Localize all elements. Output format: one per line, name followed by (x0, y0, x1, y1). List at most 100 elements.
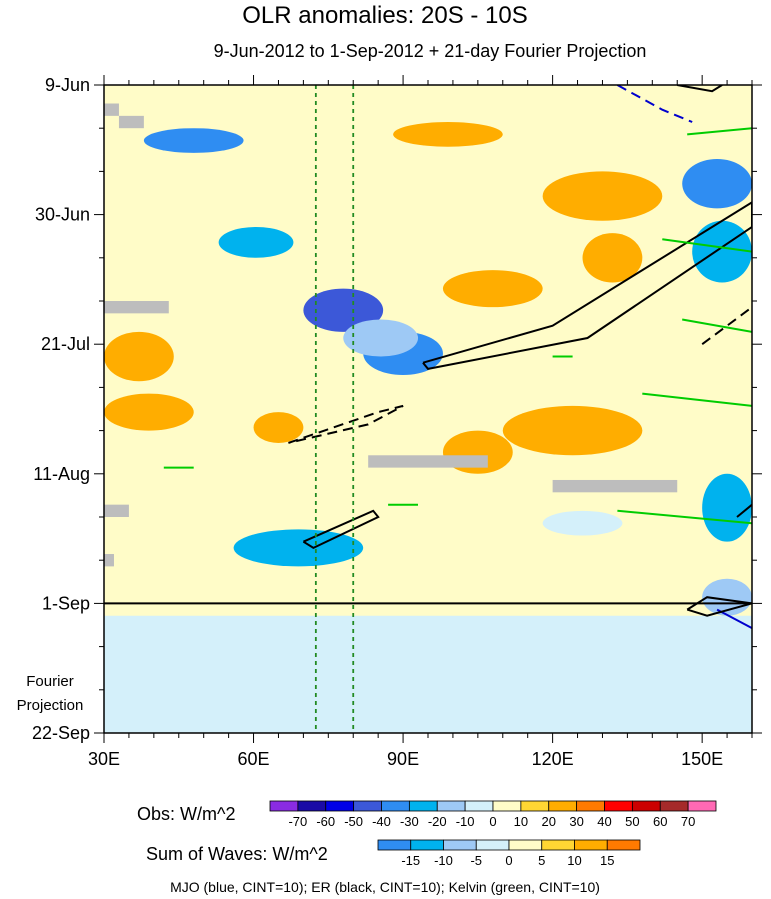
axes: 30E 60E 90E 120E 150E 9-Jun 30-Jun 21-Jul 11-Aug… (32, 75, 762, 769)
y-tick-label-4: 1-Sep (42, 593, 90, 613)
projection-label-line1: Fourier (26, 673, 74, 690)
anomaly-region-13 (393, 122, 503, 147)
anomaly-region-2 (303, 288, 384, 332)
anomaly-region-19 (442, 270, 543, 308)
waves-colorbar-swatch-0 (377, 839, 412, 851)
anomaly-region-18 (582, 233, 643, 283)
obs-colorbar-label-4: -30 (400, 814, 419, 829)
obs-colorbar-label-11: 40 (597, 814, 611, 829)
waves-colorbar-swatch-3 (475, 839, 510, 851)
obs-colorbar-swatch-13 (631, 800, 661, 812)
anomaly-region-20 (253, 412, 304, 443)
kelvin-contour-12 (642, 392, 752, 407)
obs-colorbar-swatch-0 (269, 800, 299, 812)
obs-colorbar-label-5: -20 (428, 814, 447, 829)
anomaly-region-15 (104, 393, 194, 431)
chart-subtitle: 9-Jun-2012 to 1-Sep-2012 + 21-day Fourie… (214, 41, 647, 61)
colorbars: -70 -60 -50 -40 -30 -20 -10 0 10 20 30 40 50 60 70-15-… (269, 800, 717, 868)
obs-colorbar-swatch-15 (687, 800, 717, 812)
y-tick-label-3: 11-Aug (33, 464, 90, 484)
mjo-contour-0 (616, 85, 693, 123)
obs-colorbar-swatch-3 (353, 800, 382, 812)
obs-colorbar-swatch-2 (325, 800, 355, 812)
anomaly-region-14 (104, 331, 174, 382)
mjo-contour-1 (716, 608, 752, 629)
obs-colorbar-label-2: -50 (344, 814, 363, 829)
anomaly-region-12 (542, 171, 663, 221)
missing-data-0 (104, 103, 119, 116)
waves-colorbar-swatch-5 (541, 839, 575, 851)
anomaly-region-9 (702, 473, 752, 542)
waves-colorbar-swatch-2 (443, 839, 477, 851)
chart-title: OLR anomalies: 20S - 10S (242, 2, 527, 29)
obs-colorbar-label-1: -60 (316, 814, 335, 829)
obs-colorbar-swatch-11 (576, 800, 605, 812)
er-contour-4 (701, 306, 752, 346)
waves-colorbar-swatch-6 (574, 839, 608, 851)
y-tick-label-0: 9-Jun (45, 75, 90, 95)
x-tick-label-1: 60E (238, 749, 270, 769)
anomaly-region-11 (104, 615, 752, 733)
anomaly-region-4 (343, 319, 419, 357)
obs-colorbar-swatch-4 (381, 800, 410, 812)
waves-colorbar-label-0: -15 (401, 853, 420, 868)
er-contour-3 (288, 404, 404, 444)
missing-data-2 (104, 301, 169, 314)
y-tick-label-5: 22-Sep (32, 723, 90, 743)
obs-colorbar-swatch-6 (436, 800, 466, 812)
wave-legend-text: MJO (blue, CINT=10); ER (black, CINT=10)… (170, 879, 600, 895)
obs-colorbar-label-10: 30 (569, 814, 583, 829)
obs-colorbar-swatch-7 (464, 800, 494, 812)
anomaly-region-5 (233, 529, 364, 567)
waves-colorbar-label-3: 0 (505, 853, 512, 868)
obs-colorbar-label-6: -10 (456, 814, 475, 829)
anomaly-region-6 (542, 510, 623, 536)
anomaly-region-7 (682, 159, 752, 209)
obs-colorbar-label-7: 0 (489, 814, 496, 829)
waves-colorbar-label-2: -5 (470, 853, 482, 868)
er-contour-2 (422, 201, 752, 370)
waves-colorbar-swatch-4 (508, 839, 543, 851)
anomaly-region-8 (692, 220, 752, 283)
plot-area (104, 85, 752, 733)
obs-colorbar-label-3: -40 (372, 814, 391, 829)
er-contour-5 (302, 509, 380, 550)
obs-colorbar-swatch-9 (520, 800, 550, 812)
waves-colorbar-label-6: 15 (600, 853, 614, 868)
kelvin-contour-10 (662, 238, 752, 253)
projection-label-line2: Projection (17, 697, 84, 714)
y-tick-label-1: 30-Jun (35, 205, 90, 225)
obs-colorbar-swatch-5 (408, 800, 438, 812)
missing-data-1 (118, 115, 144, 129)
obs-colorbar-swatch-1 (297, 800, 327, 812)
kelvin-contour-13 (617, 509, 752, 525)
missing-data-6 (104, 554, 114, 567)
obs-colorbar-label-8: 10 (514, 814, 528, 829)
obs-colorbar-title: Obs: W/m^2 (137, 804, 235, 824)
kelvin-contour-9 (687, 127, 752, 136)
obs-colorbar-swatch-8 (492, 800, 522, 812)
er-contour-7 (686, 596, 752, 617)
obs-colorbar-swatch-14 (659, 800, 689, 812)
waves-colorbar-title: Sum of Waves: W/m^2 (146, 844, 328, 864)
anomaly-region-0 (143, 128, 244, 153)
missing-data-4 (552, 479, 678, 493)
anomaly-region-16 (502, 405, 643, 456)
obs-colorbar-label-12: 50 (625, 814, 639, 829)
x-tick-label-2: 90E (387, 749, 419, 769)
obs-colorbar-label-14: 70 (681, 814, 695, 829)
waves-colorbar-label-1: -10 (434, 853, 453, 868)
waves-colorbar-swatch-7 (606, 839, 641, 851)
waves-colorbar-label-5: 10 (567, 853, 581, 868)
obs-colorbar-label-13: 60 (653, 814, 667, 829)
y-tick-label-2: 21-Jul (41, 334, 90, 354)
er-contour-6 (736, 503, 752, 518)
missing-data-5 (104, 504, 129, 517)
er-contour-8 (677, 85, 723, 93)
x-tick-label-4: 150E (681, 749, 723, 769)
x-tick-label-3: 120E (532, 749, 574, 769)
obs-colorbar-swatch-10 (548, 800, 578, 812)
waves-colorbar-swatch-1 (410, 839, 444, 851)
x-tick-label-0: 30E (88, 749, 120, 769)
